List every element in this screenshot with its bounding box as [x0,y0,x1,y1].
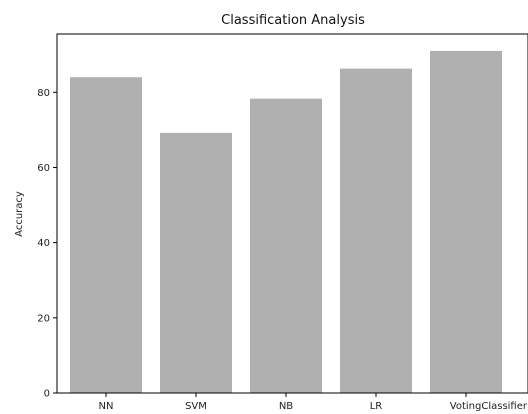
y-tick-label: 40 [37,238,50,249]
y-tick-label: 60 [37,163,50,174]
y-tick-label: 80 [37,88,50,99]
bar-svm [160,132,232,393]
bar-votingclassifier [430,50,502,393]
bar-nn [70,77,142,393]
x-tick-label: NN [99,401,114,412]
bar-nb [250,98,322,393]
y-axis-label: Accuracy [14,191,25,237]
bar-lr [340,68,412,393]
chart-title: Classification Analysis [221,13,365,28]
x-tick-label: SVM [185,401,207,412]
x-tick-label: NB [279,401,293,412]
y-tick-label: 0 [44,389,50,400]
y-ticks-group: 0 20 40 60 80 [37,88,57,400]
x-tick-label: LR [370,401,383,412]
x-ticks-group: NN SVM NB LR VotingClassifier [99,393,528,412]
plot-frame [56,33,528,394]
bars-group [70,50,502,393]
x-tick-label: VotingClassifier [450,401,528,412]
y-tick-label: 20 [37,313,50,324]
